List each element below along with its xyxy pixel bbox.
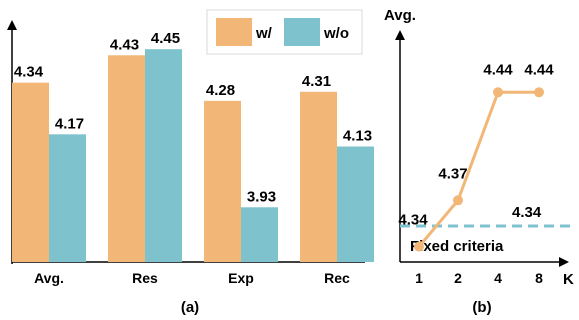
bar-exp-w-o <box>241 207 278 262</box>
data-label-exp-w: 4.28 <box>206 82 235 99</box>
point-label-k-8: 4.44 <box>524 61 554 78</box>
data-label-avg-w-o: 4.17 <box>55 115 84 132</box>
point-label-k-4: 4.44 <box>483 61 513 78</box>
data-label-rec-w-o: 4.13 <box>343 127 372 144</box>
series-line <box>417 90 539 248</box>
legend-label-w: w/ <box>255 25 273 42</box>
data-label-avg-w: 4.34 <box>14 64 44 81</box>
category-label-res: Res <box>132 270 158 286</box>
legend-swatch-w <box>216 18 252 46</box>
fixed-criteria-label: Fixed criteria <box>410 238 504 255</box>
x-axis-label-b: K <box>563 271 574 288</box>
data-label-exp-w-o: 3.93 <box>247 188 276 205</box>
data-label-rec-w: 4.31 <box>302 73 331 90</box>
y-axis-label-b: Avg. <box>384 7 416 24</box>
line-chart-panel: Avg. K Fixed criteria 4.34 4.34 4.37 4.44 4… <box>384 7 574 316</box>
bar-res-w-o <box>145 49 182 263</box>
x-tick-4: 4 <box>494 270 502 286</box>
legend-label-wo: w/o <box>323 25 349 42</box>
bar-avg-w-o <box>49 134 86 262</box>
legend-swatch-wo <box>284 18 320 46</box>
caption-b: (b) <box>472 299 491 316</box>
y-axis-arrow <box>7 20 17 30</box>
data-label-res-w: 4.43 <box>110 36 139 53</box>
bar-chart-panel: 4.34 4.17 4.43 4.45 4.28 3.93 4.31 4.13 Avg. Res… <box>7 9 374 316</box>
bar-res-w <box>108 55 145 262</box>
y-axis-arrow-b <box>395 30 405 40</box>
x-tick-8: 8 <box>535 270 543 286</box>
caption-a: (a) <box>181 299 199 316</box>
x-tick-2: 2 <box>454 270 462 286</box>
x-tick-1: 1 <box>415 270 423 286</box>
category-label-exp: Exp <box>228 270 254 286</box>
bar-rec-w <box>300 91 337 262</box>
data-label-res-w-o: 4.45 <box>151 30 180 47</box>
category-label-avg: Avg. <box>34 270 64 286</box>
point-k-8 <box>534 87 544 98</box>
bar-exp-w <box>204 100 241 262</box>
bar-rec-w-o <box>337 146 374 262</box>
fixed-criteria-value: 4.34 <box>512 204 542 221</box>
x-axis-arrow-b <box>559 257 569 267</box>
legend: w/ w/o <box>206 9 363 55</box>
point-k-1 <box>414 241 424 252</box>
point-k-4 <box>493 87 503 98</box>
point-label-k-2: 4.37 <box>438 165 467 182</box>
point-label-k-1: 4.34 <box>398 212 428 229</box>
category-label-rec: Rec <box>324 270 350 286</box>
point-k-2 <box>453 195 463 206</box>
bar-avg-w <box>12 82 49 262</box>
